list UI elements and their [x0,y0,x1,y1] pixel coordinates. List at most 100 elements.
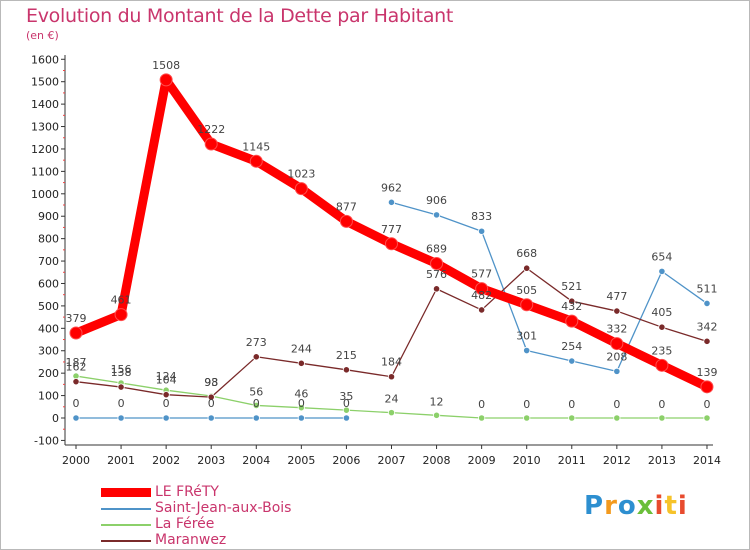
data-point [159,73,173,87]
x-tick-label: 2005 [287,454,315,467]
data-label: 0 [118,397,125,410]
legend-label-maranwez: Maranwez [155,532,227,548]
x-tick-label: 2011 [558,454,586,467]
data-point [117,414,125,422]
data-label: 124 [156,370,177,383]
logo-letter: r [604,491,618,521]
y-tick-label: 1000 [31,188,59,201]
data-label: 577 [471,268,492,281]
data-label: 0 [478,398,485,411]
data-label: 0 [298,397,305,410]
legend-swatch-maranwez [101,540,151,542]
data-point [114,308,128,322]
data-label: 301 [516,330,537,343]
data-label: 0 [343,397,350,410]
data-label: 208 [606,350,627,363]
data-point [162,391,170,399]
data-label: 332 [606,323,627,336]
data-label: 477 [606,290,627,303]
data-labels-layer: 0 0 0 0 0 0 0962906833301254208654511187156124… [66,59,718,411]
x-tick-label: 2014 [693,454,721,467]
data-label: 0 [703,398,710,411]
data-label: 56 [249,385,263,398]
data-label: 0 [208,397,215,410]
y-tick-label: 1400 [31,98,59,111]
data-point [387,198,396,206]
data-label: 98 [204,376,218,389]
x-tick-label: 2004 [242,454,270,467]
data-label: 139 [696,366,717,379]
data-label: 576 [426,268,447,281]
data-label: 482 [471,289,492,302]
data-label: 777 [381,223,402,236]
data-label: 0 [658,398,665,411]
data-label: 1145 [242,140,270,153]
data-label: 654 [651,250,672,263]
data-point [69,326,83,340]
logo-letter: o [617,491,637,521]
data-point [703,299,711,308]
data-label: 0 [163,397,170,410]
data-point [204,137,218,151]
data-point [207,414,215,422]
x-tick-label: 2001 [107,454,135,467]
chart-unit: (en €) [26,29,59,42]
data-point [342,366,351,374]
series-layer [69,73,714,422]
legend-label-le-frety: LE FRéTY [155,484,219,500]
data-point [703,414,711,422]
data-label: 505 [516,284,537,297]
y-tick-label: 600 [38,277,59,290]
data-point [520,298,534,312]
data-label: 1222 [197,123,225,136]
data-label: 93 [204,376,218,389]
data-point [387,409,396,417]
data-point [342,406,351,414]
data-label: 0 [568,398,575,411]
line-chart: -100010020030040050060070080090010001100… [31,53,721,467]
y-tick-label: 700 [38,255,59,268]
data-point [430,257,444,271]
data-label: 156 [111,363,132,376]
logo-letter: i [677,491,688,521]
data-label: 104 [156,374,177,387]
data-label: 0 [523,398,530,411]
y-tick-label: 300 [38,345,59,358]
legend-label-la-feree: La Férée [155,516,215,532]
data-point [162,414,170,422]
data-point [72,414,80,422]
data-label: 138 [111,366,132,379]
x-tick-label: 2003 [197,454,225,467]
data-label: 215 [336,349,357,362]
series-line [390,201,708,373]
logo-letter: i [654,491,665,521]
data-label: 511 [696,282,717,295]
data-point [610,337,624,351]
x-tick-label: 2009 [468,454,496,467]
data-point [252,353,260,361]
y-tick-label: 1600 [31,53,59,66]
data-point [478,414,486,422]
y-tick-label: 1500 [31,76,59,89]
data-point [117,383,125,391]
data-label: 273 [246,336,267,349]
data-point [339,214,353,228]
data-point [478,306,486,314]
logo-letter: x [636,491,655,521]
data-point [252,414,260,422]
legend-swatch-la-feree [101,524,151,526]
data-label: 521 [561,280,582,293]
data-label: 668 [516,247,537,260]
data-label: 689 [426,243,447,256]
data-point [565,314,579,328]
data-label: 1508 [152,59,180,72]
data-point [658,414,666,422]
data-point [523,414,531,422]
data-point [432,285,441,293]
data-label: 877 [336,200,357,213]
data-point [294,182,308,196]
data-point [432,211,441,219]
x-tick-label: 2010 [513,454,541,467]
x-tick-label: 2008 [423,454,451,467]
data-point [568,297,576,305]
